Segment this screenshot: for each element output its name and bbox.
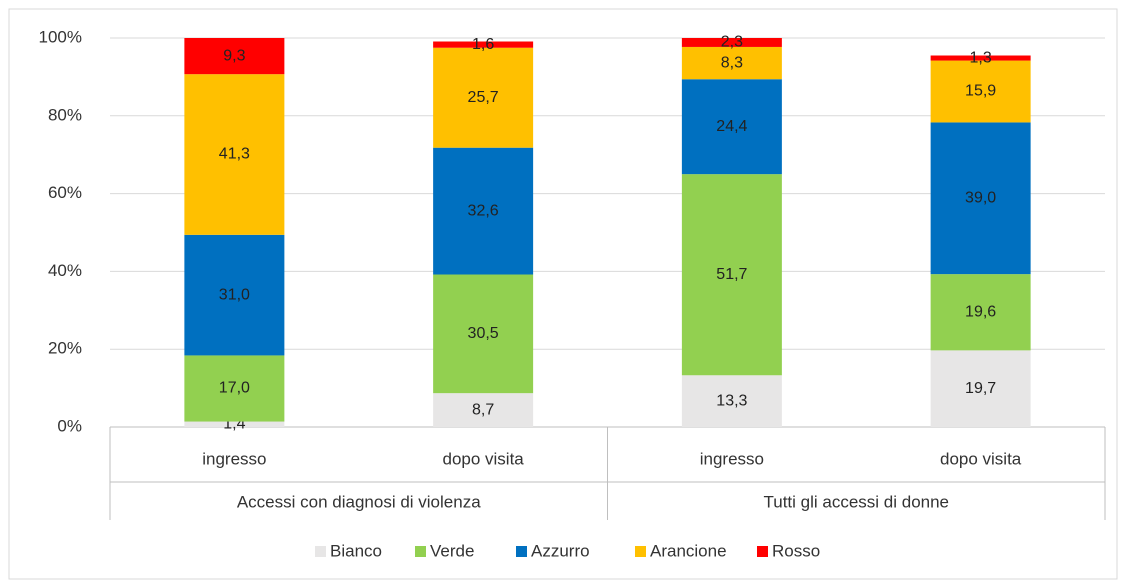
bar-segment bbox=[184, 421, 285, 427]
data-label: 19,7 bbox=[965, 380, 996, 397]
data-label: 2,3 bbox=[721, 34, 743, 51]
bar-segment bbox=[184, 74, 285, 235]
legend-label: Bianco bbox=[330, 541, 382, 560]
bar-segment bbox=[433, 393, 534, 427]
legend-label: Arancione bbox=[650, 541, 727, 560]
legend-swatch bbox=[315, 546, 326, 557]
group-label: Tutti gli accessi di donne bbox=[763, 492, 949, 511]
x-tick-label: dopo visita bbox=[442, 449, 524, 468]
bar-segment bbox=[184, 234, 285, 356]
y-tick-label: 100% bbox=[39, 27, 82, 46]
legend-label: Verde bbox=[430, 541, 474, 560]
legend-label: Azzurro bbox=[531, 541, 590, 560]
data-label: 41,3 bbox=[219, 146, 250, 163]
data-label: 19,6 bbox=[965, 303, 996, 320]
bar-segment bbox=[184, 38, 285, 75]
data-label: 24,4 bbox=[716, 118, 747, 135]
bar-segment bbox=[184, 355, 285, 422]
y-tick-label: 0% bbox=[57, 416, 82, 435]
y-tick-label: 80% bbox=[48, 105, 82, 124]
bar-segment bbox=[433, 147, 534, 275]
chart-frame bbox=[8, 8, 1118, 580]
bar-segment bbox=[930, 55, 1031, 61]
data-label: 30,5 bbox=[468, 325, 499, 342]
data-label: 15,9 bbox=[965, 83, 996, 100]
bar-segment bbox=[433, 47, 534, 148]
group-label: Accessi con diagnosi di violenza bbox=[237, 492, 481, 511]
bar-segment bbox=[681, 79, 782, 175]
data-label: 32,6 bbox=[468, 202, 499, 219]
bar-segment bbox=[681, 38, 782, 47]
bar-segment bbox=[930, 350, 1031, 427]
data-label: 1,6 bbox=[472, 36, 494, 53]
bar-segment bbox=[930, 122, 1031, 275]
x-tick-label: dopo visita bbox=[940, 449, 1022, 468]
data-label: 8,3 bbox=[721, 54, 743, 71]
data-label: 9,3 bbox=[223, 47, 245, 64]
legend-swatch bbox=[757, 546, 768, 557]
legend-swatch bbox=[415, 546, 426, 557]
data-label: 13,3 bbox=[716, 392, 747, 409]
legend-label: Rosso bbox=[772, 541, 820, 560]
bar-segment bbox=[930, 274, 1031, 351]
data-label: 51,7 bbox=[716, 266, 747, 283]
legend-swatch bbox=[635, 546, 646, 557]
bar-segment bbox=[433, 41, 534, 48]
y-tick-label: 60% bbox=[48, 183, 82, 202]
data-label: 8,7 bbox=[472, 401, 494, 418]
data-label: 1,3 bbox=[970, 49, 992, 66]
data-label: 31,0 bbox=[219, 286, 250, 303]
bar-segment bbox=[930, 60, 1031, 123]
y-tick-label: 20% bbox=[48, 339, 82, 358]
bar-segment bbox=[681, 174, 782, 376]
x-tick-label: ingresso bbox=[700, 449, 764, 468]
data-label: 39,0 bbox=[965, 189, 996, 206]
data-label: 25,7 bbox=[468, 89, 499, 106]
bar-segment bbox=[681, 375, 782, 427]
bar-segment bbox=[681, 46, 782, 80]
x-tick-label: ingresso bbox=[202, 449, 266, 468]
y-tick-label: 40% bbox=[48, 261, 82, 280]
bar-segment bbox=[433, 274, 534, 394]
data-label: 17,0 bbox=[219, 380, 250, 397]
legend-swatch bbox=[516, 546, 527, 557]
